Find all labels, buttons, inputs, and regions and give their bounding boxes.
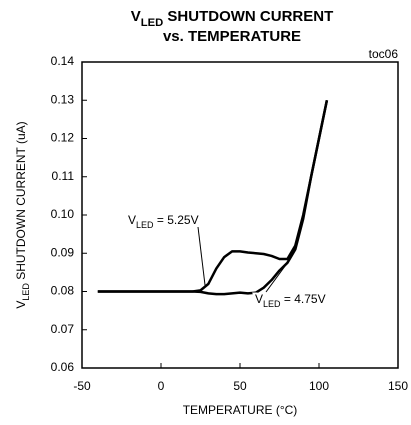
- figure-code: toc06: [369, 47, 399, 61]
- chart-title: VLED SHUTDOWN CURRENT: [131, 8, 334, 29]
- annotation-leader: [265, 262, 288, 293]
- x-tick-label: 150: [388, 379, 408, 393]
- chart-title-part: V: [131, 8, 141, 25]
- chart-title-part: LED: [141, 17, 164, 29]
- y-tick-label: 0.14: [51, 54, 75, 68]
- x-tick-label: -50: [73, 379, 91, 393]
- series-line: [97, 99, 329, 296]
- y-tick-label: 0.09: [51, 245, 75, 259]
- y-tick-label: 0.11: [52, 169, 75, 183]
- y-tick-label: 0.07: [51, 322, 75, 336]
- series-line: [97, 99, 329, 293]
- annotation-part: LED: [136, 220, 154, 230]
- annotation: VLED = 5.25V: [128, 213, 199, 230]
- annotation-part: V: [255, 292, 263, 306]
- y-axis-label-part: LED: [21, 283, 31, 301]
- y-tick-label: 0.06: [51, 360, 75, 374]
- x-axis-label: TEMPERATURE (°C): [183, 403, 298, 417]
- annotation-part: V: [128, 213, 136, 227]
- y-tick-label: 0.10: [51, 207, 75, 221]
- x-tick-label: 0: [158, 379, 165, 393]
- x-tick-label: 50: [233, 379, 247, 393]
- annotation-part: LED: [263, 299, 281, 309]
- annotation-leader: [197, 226, 206, 287]
- annotation-part: = 4.75V: [281, 292, 326, 306]
- y-axis-label-part: SHUTDOWN CURRENT (uA): [14, 121, 28, 283]
- y-tick-label: 0.08: [51, 284, 75, 298]
- y-tick-label: 0.12: [51, 131, 75, 145]
- chart-title-part: SHUTDOWN CURRENT: [163, 8, 333, 25]
- annotation-part: = 5.25V: [154, 213, 199, 227]
- annotation: VLED = 4.75V: [255, 292, 326, 309]
- chart-title-part: vs. TEMPERATURE: [163, 28, 301, 45]
- y-axis-label-part: V: [14, 301, 28, 309]
- x-tick-label: 100: [309, 379, 329, 393]
- chart-title: vs. TEMPERATURE: [163, 28, 301, 45]
- y-axis-label: VLED SHUTDOWN CURRENT (uA): [14, 121, 31, 308]
- y-tick-label: 0.13: [51, 92, 75, 106]
